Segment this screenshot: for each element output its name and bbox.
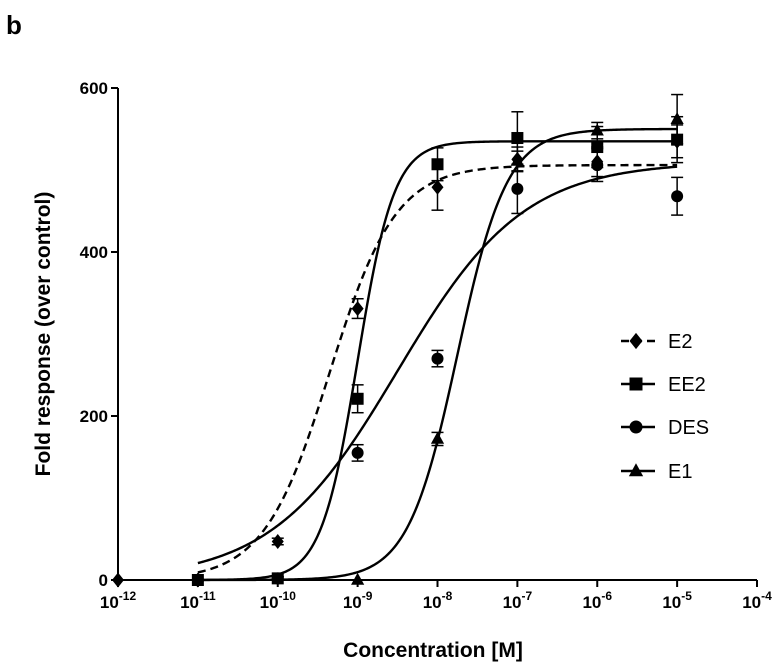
data-point-e2 — [271, 533, 284, 549]
data-point-des — [351, 446, 364, 459]
legend: E2 EE2 DES E1 — [621, 331, 709, 483]
data-point-e1 — [510, 153, 524, 166]
data-point-ee2 — [431, 158, 444, 171]
legend-label-des: DES — [668, 417, 709, 439]
data-point-e2 — [431, 179, 444, 195]
y-axis-title: Fold response (over control) — [32, 192, 55, 477]
legend-marker-e2 — [629, 332, 643, 350]
panel-label: b — [6, 10, 22, 40]
axes: 0 200 400 600 10-12 10-11 10-10 10-9 10-8 10-7 10-… — [80, 79, 772, 612]
x-tick-label: 10-4 — [742, 589, 772, 612]
fit-curve-e2 — [197, 163, 678, 574]
legend-marker-des — [629, 420, 643, 434]
x-tick-label: 10-6 — [582, 589, 612, 612]
x-tick-label: 10-12 — [100, 589, 137, 612]
x-tick-label: 10-8 — [423, 589, 453, 612]
legend-marker-ee2 — [629, 377, 643, 391]
data-point-ee2 — [511, 132, 524, 145]
data-point-ee2 — [351, 392, 364, 405]
legend-label-ee2: EE2 — [668, 374, 706, 396]
data-point-des — [591, 159, 604, 172]
legend-marker-e1 — [628, 463, 644, 477]
data-point-e2 — [351, 301, 364, 317]
x-tick-label: 10-9 — [343, 589, 373, 612]
data-points — [112, 93, 684, 588]
x-tick-label: 10-10 — [260, 589, 297, 612]
data-point-des — [511, 182, 524, 195]
data-point-e1 — [670, 111, 684, 124]
data-point-e1 — [430, 431, 445, 444]
data-point-des — [671, 190, 684, 203]
x-axis-title: Concentration [M] — [343, 639, 523, 662]
data-point-des — [191, 574, 204, 586]
data-point-e1 — [351, 572, 365, 585]
x-tick-label: 10-7 — [503, 589, 533, 612]
data-point-e1 — [590, 123, 604, 136]
y-tick-label: 0 — [99, 571, 108, 590]
data-point-des — [271, 572, 284, 585]
data-point-des — [431, 352, 444, 365]
data-point-e2 — [112, 572, 124, 588]
y-tick-label: 600 — [80, 79, 108, 98]
legend-label-e2: E2 — [668, 331, 692, 353]
x-tick-label: 10-5 — [662, 589, 692, 612]
x-tick-label: 10-11 — [180, 589, 216, 612]
y-tick-label: 200 — [80, 407, 108, 426]
legend-label-e1: E1 — [668, 461, 692, 483]
y-tick-label: 400 — [80, 243, 108, 262]
data-point-ee2 — [591, 141, 604, 154]
